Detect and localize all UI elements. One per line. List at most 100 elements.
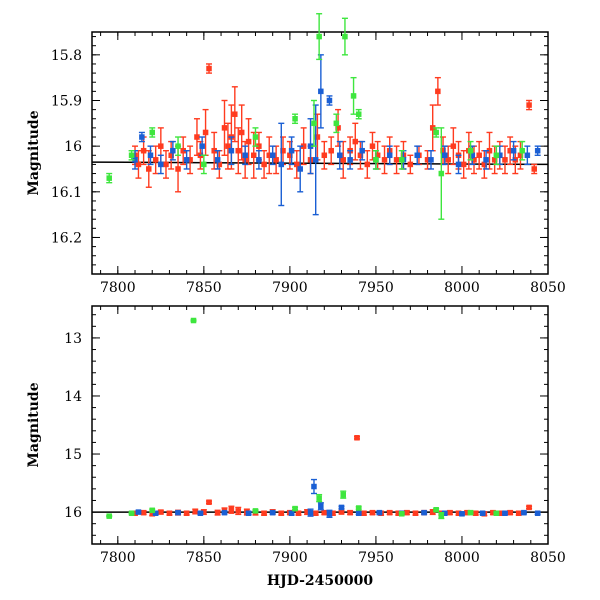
top-data-point	[152, 157, 159, 163]
top-data-point	[428, 157, 434, 163]
top-data-point	[139, 134, 145, 140]
top-data-point	[135, 161, 142, 168]
top-data-point	[502, 157, 508, 163]
top-data-point	[297, 166, 303, 172]
bottom-data-point	[295, 510, 302, 516]
bottom-y-tick-label: 16	[64, 505, 82, 521]
bottom-data-point	[214, 509, 221, 516]
top-data-point	[206, 65, 212, 72]
top-data-point	[163, 161, 169, 168]
top-data-point	[242, 152, 248, 159]
top-data-point	[460, 161, 467, 168]
top-data-point	[519, 147, 525, 154]
top-y-tick-label: 16.1	[51, 185, 82, 201]
top-data-point	[350, 93, 357, 99]
top-data-point	[238, 129, 245, 136]
top-data-point	[251, 152, 257, 159]
top-data-point	[364, 161, 371, 168]
top-x-tick-label: 8000	[444, 280, 480, 296]
top-data-point	[347, 157, 353, 163]
bottom-data-point	[288, 510, 295, 516]
bottom-y-tick-label: 13	[64, 331, 82, 347]
bottom-data-marks	[92, 317, 548, 520]
bottom-data-point	[192, 508, 198, 515]
top-data-point	[311, 120, 317, 127]
top-data-point	[369, 143, 376, 149]
top-data-point	[288, 147, 295, 154]
top-data-point	[531, 166, 537, 172]
top-data-point	[340, 157, 346, 163]
bottom-data-point	[376, 509, 383, 516]
bottom-data-point	[502, 510, 508, 516]
bottom-data-point	[128, 510, 135, 516]
top-data-point	[393, 157, 400, 163]
bottom-data-point	[311, 483, 317, 490]
bottom-data-point	[459, 511, 465, 517]
bottom-data-point	[278, 510, 285, 516]
top-data-point	[235, 147, 242, 154]
top-data-point	[526, 102, 532, 108]
bottom-data-point	[534, 510, 541, 516]
top-data-point	[407, 161, 414, 168]
bottom-data-point	[321, 509, 328, 516]
bottom-data-point	[526, 504, 532, 511]
top-y-tick-label: 16	[64, 139, 82, 155]
top-data-point	[433, 129, 439, 136]
top-data-point	[445, 157, 451, 163]
top-data-point	[261, 161, 267, 168]
top-axis-ticks: 7800 7850 7900 7950 8000 8050 15.8 15.9 16 16.1 16…	[51, 32, 566, 296]
bottom-data-point	[369, 509, 376, 516]
top-x-tick-label: 8050	[530, 280, 566, 296]
bottom-data-point	[326, 511, 333, 517]
bottom-data-point	[412, 510, 419, 516]
bottom-y-tick-label: 14	[64, 389, 82, 405]
top-data-point	[438, 170, 445, 177]
top-data-point	[316, 33, 322, 40]
bottom-data-point	[507, 509, 513, 516]
top-data-point	[280, 147, 286, 154]
bottom-data-point	[158, 509, 164, 515]
bottom-data-point	[433, 507, 439, 513]
bottom-x-tick-label: 7900	[272, 550, 308, 566]
bottom-data-point	[152, 510, 159, 516]
top-plot-frame	[91, 31, 549, 275]
top-data-point	[534, 147, 541, 154]
top-data-point	[201, 161, 207, 168]
top-data-point	[202, 129, 209, 136]
bottom-data-point	[438, 512, 445, 519]
top-data-point	[183, 157, 190, 163]
top-data-point	[318, 88, 324, 95]
top-data-point	[273, 157, 279, 163]
top-data-point	[373, 157, 379, 163]
bottom-data-point	[307, 509, 314, 516]
bottom-data-point	[197, 510, 204, 516]
bottom-data-point	[221, 509, 228, 516]
top-data-point	[442, 152, 448, 159]
bottom-data-point	[166, 510, 173, 516]
top-data-marks	[91, 13, 549, 220]
top-x-tick-label: 7800	[100, 280, 136, 296]
bottom-data-point	[183, 510, 190, 516]
bottom-x-tick-label: 7850	[186, 550, 222, 566]
bottom-x-tick-label: 8000	[444, 550, 480, 566]
bottom-data-point	[447, 509, 453, 516]
bottom-data-point	[340, 491, 346, 498]
top-data-point	[228, 147, 235, 154]
top-data-point	[455, 161, 462, 168]
bottom-y-tick-label: 15	[64, 447, 82, 463]
top-data-point	[321, 152, 328, 159]
bottom-data-point	[312, 510, 319, 516]
top-data-point	[435, 88, 441, 95]
top-data-point	[147, 152, 154, 159]
top-data-point	[337, 152, 343, 159]
top-data-point	[146, 166, 152, 172]
bottom-data-point	[472, 510, 479, 516]
top-x-tick-label: 7900	[272, 280, 308, 296]
bottom-x-tick-label: 7950	[358, 550, 394, 566]
bottom-x-tick-label: 7800	[100, 550, 136, 566]
top-data-point	[326, 97, 333, 104]
bottom-x-axis-label: HJD-2450000	[267, 573, 374, 589]
bottom-plot-frame	[91, 305, 549, 545]
top-data-point	[414, 152, 420, 159]
